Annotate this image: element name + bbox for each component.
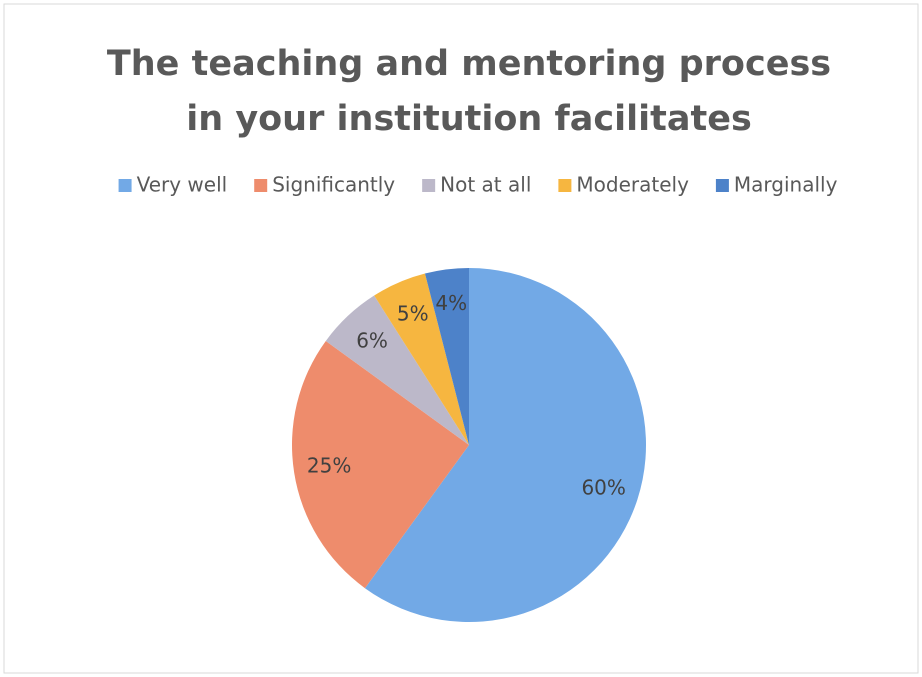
legend-label: Marginally: [734, 173, 838, 197]
chart-title: The teaching and mentoring process: [107, 44, 831, 84]
legend-label: Not at all: [440, 173, 531, 197]
chart-title: in your institution facilitates: [186, 99, 752, 139]
legend-swatch: [715, 179, 729, 192]
legend-swatch: [118, 179, 132, 192]
data-label: 6%: [356, 328, 388, 352]
legend-label: Significantly: [272, 173, 395, 197]
pie-slice: [424, 268, 469, 445]
data-label: 60%: [581, 475, 625, 499]
legend-swatch: [254, 179, 268, 192]
data-label: 25%: [307, 454, 351, 478]
pie-slice: [364, 268, 647, 622]
data-label: 5%: [397, 302, 429, 326]
pie-slice: [325, 295, 469, 445]
legend-swatch: [422, 179, 436, 192]
legend-label: Moderately: [576, 173, 689, 197]
legend-label: Very well: [137, 173, 228, 197]
pie-slice: [292, 340, 469, 589]
legend-swatch: [558, 179, 572, 192]
pie-slice: [374, 273, 469, 445]
data-label: 4%: [435, 291, 467, 315]
